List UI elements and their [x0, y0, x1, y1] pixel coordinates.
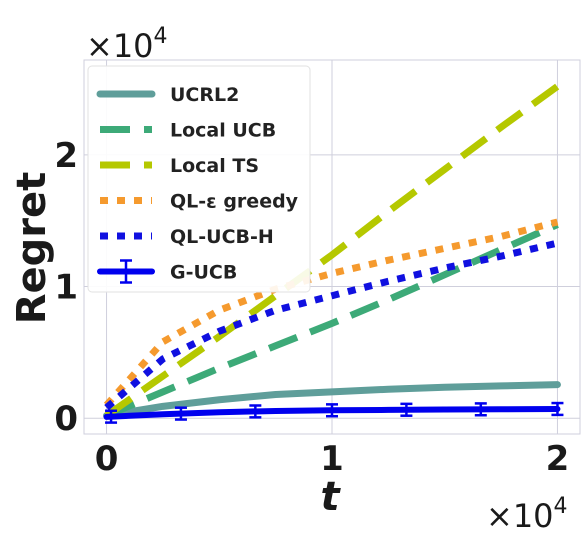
x-tick-label: 2	[546, 439, 570, 479]
legend-label: Local TS	[170, 155, 259, 177]
tick-labels: 0 1 2 0 1 2	[54, 136, 569, 479]
legend: UCRL2 Local UCB Local TS QL-ε greedy QL-UCB-…	[87, 65, 311, 293]
series-line-4	[104, 239, 559, 411]
legend-box	[87, 65, 311, 293]
y-axis-label: Regret	[9, 172, 55, 325]
legend-item: QL-ε greedy	[100, 191, 299, 213]
y-tick-label: 1	[54, 268, 78, 308]
error-bar	[551, 401, 564, 417]
series-line-3	[103, 218, 559, 408]
legend-label: QL-ε greedy	[170, 191, 299, 213]
x-tick-label: 1	[320, 439, 344, 479]
error-bar	[326, 403, 338, 418]
x-tick-label: 0	[95, 439, 119, 479]
legend-item: UCRL2	[96, 84, 239, 106]
legend-item: Local TS	[100, 155, 259, 177]
error-bar	[105, 409, 118, 424]
error-bar	[400, 402, 413, 417]
legend-label: UCRL2	[170, 84, 239, 106]
y-tick-label: 2	[54, 136, 78, 176]
legend-item: G-UCB	[97, 259, 237, 284]
legend-label: G-UCB	[170, 262, 237, 284]
legend-label: Local UCB	[170, 120, 276, 142]
y-tick-label: 0	[54, 399, 78, 439]
legend-label: QL-UCB-H	[170, 226, 274, 248]
x-multiplier-exponent: 4	[554, 494, 568, 519]
y-multiplier-exponent: 4	[154, 24, 168, 49]
error-bar	[249, 404, 262, 419]
error-bar	[174, 406, 187, 421]
series-line-0	[103, 381, 561, 420]
y-multiplier: ×104	[86, 24, 168, 65]
legend-item: QL-UCB-H	[100, 226, 274, 248]
series-line-2	[104, 83, 560, 419]
x-axis-label: t	[320, 474, 341, 520]
x-multiplier: ×104	[486, 494, 568, 535]
error-bar	[474, 402, 487, 417]
legend-item: Local UCB	[100, 120, 276, 142]
series-layer	[103, 83, 564, 424]
